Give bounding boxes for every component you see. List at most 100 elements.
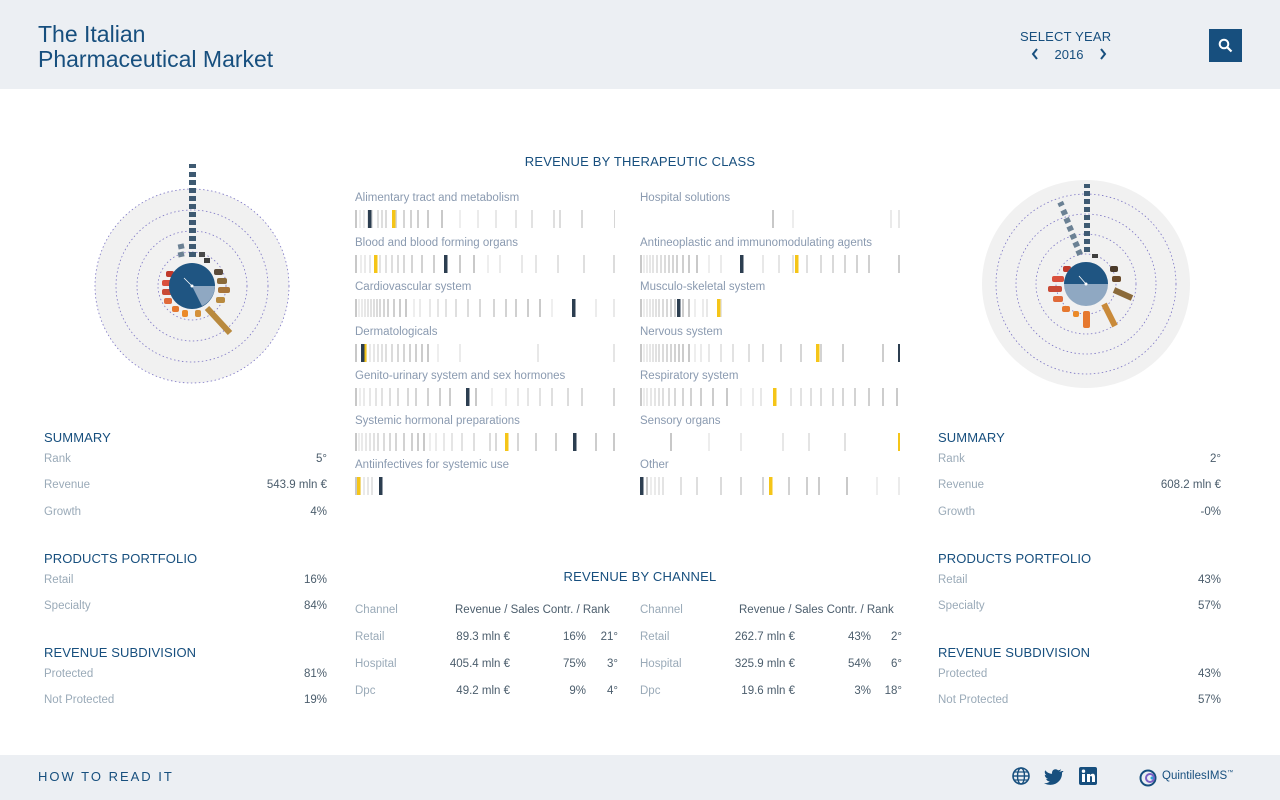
strip-tick xyxy=(676,255,678,273)
therapeutic-class-item[interactable]: Sensory organs xyxy=(640,415,900,455)
strip-tick xyxy=(395,210,397,228)
strip-tick xyxy=(649,344,651,362)
how-to-read-link[interactable]: HOW TO READ IT xyxy=(38,769,174,784)
therapeutic-class-item[interactable]: Other xyxy=(640,459,900,499)
linkedin-link[interactable] xyxy=(1078,766,1098,786)
strip-company-marker xyxy=(466,388,470,406)
strip-tick xyxy=(643,299,645,317)
stat-label: Retail xyxy=(938,574,968,586)
strip-tick xyxy=(459,255,461,273)
strip-tick xyxy=(359,388,361,406)
strip-tick xyxy=(381,388,383,406)
therapeutic-class-item[interactable]: Genito-urinary system and sex hormones xyxy=(355,370,615,410)
right-portfolio-title: PRODUCTS PORTFOLIO xyxy=(938,551,1092,566)
stat-label: Protected xyxy=(938,668,988,680)
strip-tick xyxy=(800,388,802,406)
website-link[interactable] xyxy=(1011,766,1031,786)
stat-label: Protected xyxy=(44,668,94,680)
right-summary-rank: Rank 2° xyxy=(938,453,1221,469)
strip-tick xyxy=(413,299,415,317)
strip-highlight-marker xyxy=(717,299,721,317)
strip-tick xyxy=(643,344,645,362)
strip-tick xyxy=(762,344,764,362)
strip-tick xyxy=(682,344,684,362)
therapeutic-class-name: Musculo-skeletal system xyxy=(640,281,766,293)
therapeutic-class-item[interactable]: Hospital solutions xyxy=(640,192,900,232)
twitter-link[interactable] xyxy=(1044,766,1064,786)
right-subdivision-not-protected: Not Protected 57% xyxy=(938,694,1221,710)
therapeutic-class-item[interactable]: Nervous system xyxy=(640,326,900,366)
strip-tick xyxy=(820,388,822,406)
strip-tick xyxy=(355,344,357,362)
strip-tick xyxy=(876,477,878,495)
strip-tick xyxy=(535,433,537,451)
stat-value: 57% xyxy=(1197,694,1221,706)
strip-tick xyxy=(355,299,357,317)
stat-value: 2° xyxy=(1210,453,1221,465)
strip-tick xyxy=(782,433,784,451)
left-summary-growth: Growth 4% xyxy=(44,506,327,522)
strip-tick xyxy=(489,433,491,451)
strip-tick xyxy=(364,299,366,317)
strip-tick xyxy=(778,255,780,273)
therapeutic-class-item[interactable]: Dermatologicals xyxy=(355,326,615,366)
strip-tick xyxy=(355,433,357,451)
strip-tick xyxy=(527,388,529,406)
therapeutic-class-strip xyxy=(640,477,900,495)
therapeutic-class-item[interactable]: Respiratory system xyxy=(640,370,900,410)
strip-tick xyxy=(376,299,378,317)
channel-name: Dpc xyxy=(640,685,661,697)
next-year-button[interactable] xyxy=(1096,45,1110,63)
strip-tick xyxy=(646,477,648,495)
strip-tick xyxy=(868,255,870,273)
stat-value: 608.2 mln € xyxy=(1160,479,1221,491)
strip-tick xyxy=(694,344,696,362)
strip-tick xyxy=(688,299,690,317)
strip-tick xyxy=(421,344,423,362)
right-radial-chart xyxy=(982,180,1190,388)
therapeutic-class-item[interactable]: Antiinfectives for systemic use xyxy=(355,459,615,499)
strip-company-marker xyxy=(368,210,372,228)
channel-contribution: 54% xyxy=(847,658,871,670)
strip-tick xyxy=(377,433,379,451)
strip-tick xyxy=(748,344,750,362)
therapeutic-class-item[interactable]: Cardiovascular system xyxy=(355,281,615,321)
strip-tick xyxy=(479,299,481,317)
previous-year-button[interactable] xyxy=(1028,45,1042,63)
strip-tick xyxy=(762,255,764,273)
search-button[interactable] xyxy=(1209,29,1242,62)
channel-header-label: Channel xyxy=(640,604,683,616)
strip-tick xyxy=(581,210,583,228)
strip-tick xyxy=(752,388,754,406)
strip-company-marker xyxy=(640,477,644,495)
strip-tick xyxy=(557,255,559,273)
radial-ring xyxy=(157,251,227,321)
strip-tick xyxy=(409,344,411,362)
twitter-icon xyxy=(1044,769,1064,785)
strip-tick xyxy=(417,210,419,228)
therapeutic-class-item[interactable]: Antineoplastic and immunomodulating agen… xyxy=(640,237,900,277)
therapeutic-class-strip xyxy=(640,344,900,362)
strip-tick xyxy=(700,388,702,406)
strip-tick xyxy=(654,388,656,406)
therapeutic-class-item[interactable]: Systemic hormonal preparations xyxy=(355,415,615,455)
strip-tick xyxy=(375,388,377,406)
strip-tick xyxy=(517,388,519,406)
strip-tick xyxy=(403,344,405,362)
strip-tick xyxy=(740,388,742,406)
strip-tick xyxy=(658,477,660,495)
strip-tick xyxy=(433,255,435,273)
therapeutic-class-item[interactable]: Musculo-skeletal system xyxy=(640,281,900,321)
strip-tick xyxy=(391,344,393,362)
therapeutic-class-strip xyxy=(355,210,615,228)
therapeutic-class-item[interactable]: Alimentary tract and metabolism xyxy=(355,192,615,232)
strip-tick xyxy=(355,388,357,406)
strip-tick xyxy=(383,299,385,317)
strip-tick xyxy=(726,388,728,406)
channel-contribution: 43% xyxy=(847,631,871,643)
strip-tick xyxy=(371,477,373,495)
strip-tick xyxy=(640,255,642,273)
therapeutic-class-item[interactable]: Blood and blood forming organs xyxy=(355,237,615,277)
strip-tick xyxy=(640,388,642,406)
strip-tick xyxy=(818,477,820,495)
